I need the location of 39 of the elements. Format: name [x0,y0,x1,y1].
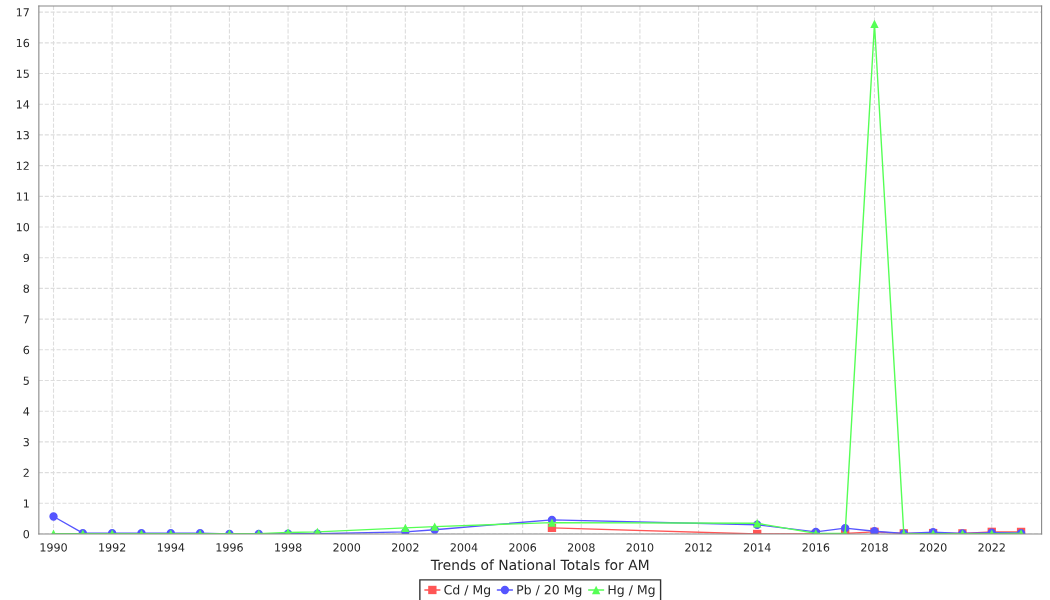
x-tick-label: 1998 [275,543,302,552]
x-axis-title: Trends of National Totals for AM [430,559,649,571]
y-tick-label: 16 [16,38,30,48]
x-tick-label: 2002 [392,543,419,552]
y-tick-label: 10 [16,223,30,232]
y-tick-label: 13 [16,130,29,140]
x-tick-label: 1994 [157,543,185,552]
y-tick-label: 15 [16,69,29,78]
y-tick-label: 8 [23,284,30,293]
y-tick-label: 7 [23,315,29,324]
y-tick-label: 14 [16,100,30,109]
legend-label: Pb / 20 Mg [517,584,582,597]
y-tick-label: 6 [23,345,30,355]
x-tick-label: 1992 [99,543,126,552]
y-tick-label: 9 [23,253,30,263]
x-tick-label: 2016 [802,543,830,552]
x-tick-label: 1996 [216,543,243,552]
y-tick-label: 4 [23,407,30,416]
y-tick-label: 5 [23,376,29,385]
x-tick-label: 2010 [626,543,654,552]
x-tick-label: 2020 [919,543,947,552]
y-tick-label: 3 [23,437,29,447]
x-tick-label: 2004 [450,543,478,552]
x-tick-label: 2022 [978,543,1005,552]
x-tick-label: 2012 [685,543,712,552]
y-tick-label: 12 [16,161,29,170]
legend-label: Cd / Mg [444,584,491,597]
x-tick-label: 1990 [40,543,67,552]
x-tick-label: 2000 [333,543,361,552]
y-tick-label: 1 [23,499,29,508]
x-tick-label: 2006 [509,543,537,552]
x-tick-label: 2008 [567,543,595,552]
y-tick-label: 17 [16,8,29,17]
y-tick-label: 0 [23,529,30,539]
y-tick-label: 2 [23,468,29,477]
x-tick-label: 2018 [861,543,888,552]
y-tick-label: 11 [16,192,29,201]
legend-label: Hg / Mg [608,585,655,597]
x-tick-label: 2014 [743,543,771,552]
